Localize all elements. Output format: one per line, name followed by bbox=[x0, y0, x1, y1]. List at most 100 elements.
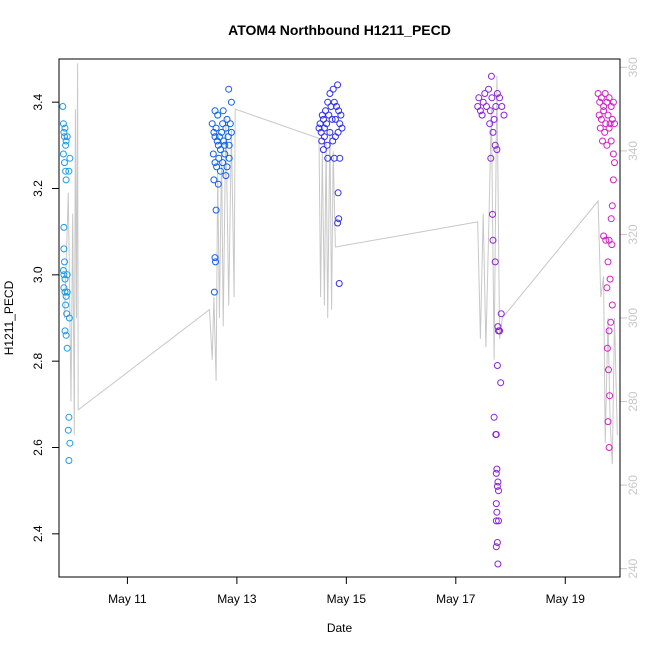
data-point bbox=[62, 176, 70, 184]
right-y-tick-label: 320 bbox=[626, 224, 640, 244]
data-point bbox=[62, 167, 70, 175]
data-point bbox=[594, 90, 602, 97]
data-point bbox=[597, 115, 605, 123]
data-point bbox=[338, 124, 346, 132]
data-point bbox=[609, 176, 617, 184]
y-tick-label: 3.2 bbox=[31, 180, 45, 197]
data-point bbox=[211, 133, 219, 141]
data-point bbox=[599, 137, 606, 145]
data-point bbox=[601, 128, 609, 136]
secondary-series-line bbox=[64, 63, 618, 465]
data-point bbox=[63, 271, 71, 279]
data-point bbox=[495, 487, 502, 495]
data-point bbox=[59, 120, 67, 128]
data-point bbox=[60, 223, 68, 231]
data-point bbox=[602, 236, 610, 244]
data-point bbox=[62, 141, 70, 149]
data-point bbox=[61, 275, 69, 283]
data-point bbox=[335, 107, 343, 115]
data-point bbox=[60, 245, 68, 253]
data-point bbox=[65, 314, 73, 322]
right-y-tick-label: 360 bbox=[626, 57, 640, 77]
data-point bbox=[61, 124, 69, 132]
data-point bbox=[222, 172, 230, 180]
data-point bbox=[225, 85, 233, 93]
data-point bbox=[335, 215, 343, 223]
data-point bbox=[326, 90, 334, 97]
data-point bbox=[497, 310, 505, 318]
right-y-tick-label: 280 bbox=[626, 391, 640, 411]
data-point bbox=[609, 150, 617, 158]
data-point bbox=[220, 137, 228, 145]
data-point bbox=[483, 103, 490, 110]
data-point bbox=[600, 103, 608, 110]
x-tick-label: May 17 bbox=[436, 592, 476, 606]
data-point bbox=[60, 128, 68, 136]
data-point bbox=[63, 133, 71, 141]
data-point bbox=[603, 344, 611, 352]
data-point bbox=[320, 124, 328, 132]
data-point bbox=[225, 141, 233, 149]
data-point bbox=[217, 146, 224, 154]
data-point bbox=[334, 219, 342, 227]
data-point bbox=[63, 288, 71, 296]
data-point bbox=[59, 103, 67, 110]
data-point bbox=[496, 327, 504, 335]
data-point bbox=[486, 120, 494, 128]
right-y-tick-label: 260 bbox=[626, 475, 640, 495]
data-point bbox=[608, 202, 616, 210]
data-point bbox=[65, 457, 73, 464]
data-point bbox=[214, 180, 222, 188]
data-point bbox=[605, 327, 613, 335]
right-y-tick-label: 340 bbox=[626, 141, 640, 161]
chart-title: ATOM4 Northbound H1211_PECD bbox=[228, 22, 451, 38]
data-point bbox=[495, 517, 502, 525]
data-point bbox=[223, 115, 231, 123]
x-tick-label: May 15 bbox=[327, 592, 367, 606]
data-point bbox=[492, 469, 500, 477]
data-point bbox=[227, 98, 235, 106]
data-point bbox=[329, 85, 337, 93]
data-point bbox=[492, 103, 500, 110]
data-point bbox=[215, 133, 223, 141]
data-point bbox=[219, 120, 227, 128]
data-point bbox=[319, 115, 327, 123]
right-y-tick-label: 300 bbox=[626, 308, 640, 328]
plot-frame bbox=[58, 58, 621, 578]
data-point bbox=[331, 115, 339, 123]
data-point bbox=[227, 128, 235, 136]
data-points-layer bbox=[59, 72, 618, 568]
data-point bbox=[494, 323, 502, 331]
data-point bbox=[607, 103, 615, 110]
data-point bbox=[493, 146, 501, 154]
data-point bbox=[609, 98, 617, 106]
data-point bbox=[334, 81, 342, 89]
right-y-tick-label: 240 bbox=[626, 558, 640, 578]
data-point bbox=[478, 111, 486, 119]
y-tick-label: 3.0 bbox=[31, 266, 45, 283]
data-point bbox=[66, 154, 74, 162]
data-point bbox=[602, 120, 610, 128]
data-point bbox=[607, 137, 615, 145]
y-tick-label: 2.8 bbox=[31, 353, 45, 370]
data-point bbox=[315, 124, 323, 132]
data-point bbox=[600, 107, 608, 115]
data-point bbox=[493, 465, 501, 473]
data-point bbox=[476, 107, 484, 115]
data-point bbox=[486, 107, 494, 115]
data-point bbox=[221, 141, 229, 149]
data-point bbox=[212, 124, 220, 132]
data-point bbox=[61, 159, 68, 167]
data-point bbox=[493, 90, 501, 97]
data-point bbox=[66, 439, 74, 447]
data-point bbox=[491, 258, 499, 266]
data-point bbox=[606, 392, 614, 400]
data-point bbox=[596, 124, 604, 132]
data-point bbox=[600, 232, 608, 240]
data-point bbox=[488, 94, 496, 102]
data-point bbox=[490, 115, 498, 123]
data-point bbox=[217, 167, 224, 175]
data-point bbox=[325, 111, 333, 119]
x-axis-label: Date bbox=[327, 621, 353, 635]
